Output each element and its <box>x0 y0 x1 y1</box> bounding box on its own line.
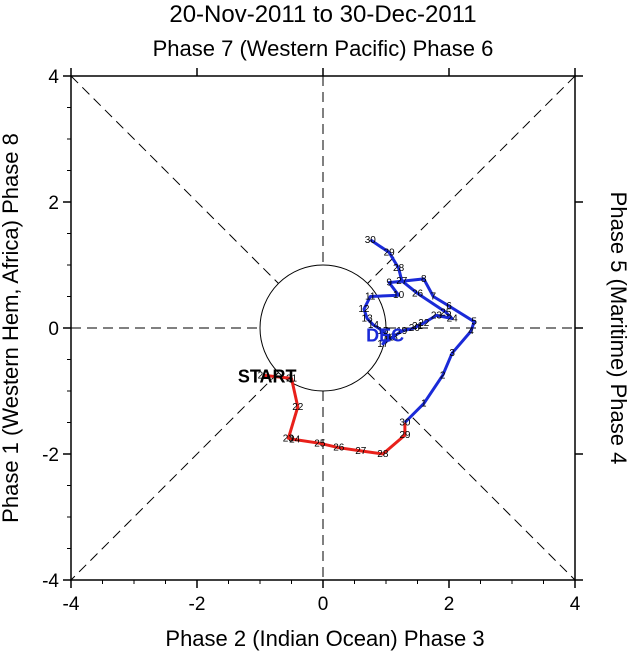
x-tick-label: -4 <box>63 594 80 615</box>
y-tick-label: 4 <box>48 67 59 88</box>
day-label: 24 <box>447 314 459 325</box>
phase-divider-lines <box>70 75 576 581</box>
day-label: 28 <box>393 263 405 274</box>
day-label: 20 <box>258 370 270 381</box>
end-label: DEC <box>366 325 404 345</box>
x-tick-label: 2 <box>444 594 455 615</box>
day-label: 9 <box>386 278 392 289</box>
day-label: 29 <box>399 430 411 441</box>
day-label: 16 <box>384 332 396 343</box>
day-label: 12 <box>358 304 370 315</box>
day-label: 21 <box>286 373 298 384</box>
day-label: 17 <box>377 339 389 350</box>
day-label: 5 <box>471 317 477 328</box>
day-label: 27 <box>396 276 408 287</box>
day-label: 4 <box>468 326 474 337</box>
unit-amplitude-circle <box>259 264 387 392</box>
annotations: START DEC <box>238 325 404 386</box>
day-label: 30 <box>365 235 377 246</box>
top-phase-label: Phase 7 (Western Pacific) Phase 6 <box>153 36 494 61</box>
day-label: 25 <box>314 438 326 449</box>
start-label: START <box>238 366 297 386</box>
day-label: 26 <box>412 288 424 299</box>
day-label: 13 <box>362 314 374 325</box>
plot-frame <box>70 75 576 581</box>
day-label: 6 <box>446 301 452 312</box>
day-label: 27 <box>355 446 367 457</box>
day-label: 14 <box>368 320 380 331</box>
x-tick-label: 4 <box>570 594 581 615</box>
day-label: 11 <box>365 292 376 303</box>
series-line-december <box>362 238 476 424</box>
day-label: 23 <box>431 310 443 321</box>
day-label: 10 <box>393 290 405 301</box>
x-tick-label: -2 <box>189 594 206 615</box>
day-label: 3 <box>449 348 455 359</box>
day-label: 25 <box>440 307 452 318</box>
day-label: 22 <box>292 402 304 413</box>
day-label: 19 <box>396 326 408 337</box>
day-label: 22 <box>418 318 430 329</box>
day-label: 23 <box>283 433 295 444</box>
day-label: 30 <box>399 418 411 429</box>
y-tick-label: 2 <box>48 193 59 214</box>
day-label: 24 <box>289 435 301 446</box>
x-tick-label: 0 <box>318 594 329 615</box>
day-label: 8 <box>421 274 427 285</box>
y-tick-label: 0 <box>48 319 59 340</box>
chart-title: 20-Nov-2011 to 30-Dec-2011 <box>169 1 476 28</box>
day-label: 2 <box>440 370 446 381</box>
day-label: 29 <box>384 247 396 258</box>
day-label: 20 <box>409 323 421 334</box>
bottom-phase-label: Phase 2 (Indian Ocean) Phase 3 <box>165 626 484 651</box>
day-label: 1 <box>421 399 427 410</box>
day-label: 18 <box>387 332 399 343</box>
right-phase-label: Phase 5 (Maritime) Phase 4 <box>606 192 628 465</box>
left-phase-label: Phase 1 (Western Hem, Africa) Phase 8 <box>0 133 23 523</box>
day-label: 7 <box>430 292 436 303</box>
day-label: 15 <box>377 326 389 337</box>
day-label: 28 <box>377 449 389 460</box>
day-label: 26 <box>333 443 345 454</box>
series-line-november <box>262 373 407 456</box>
day-label: 21 <box>412 321 424 332</box>
y-tick-label: -4 <box>42 571 59 592</box>
y-tick-label: -2 <box>42 445 59 466</box>
